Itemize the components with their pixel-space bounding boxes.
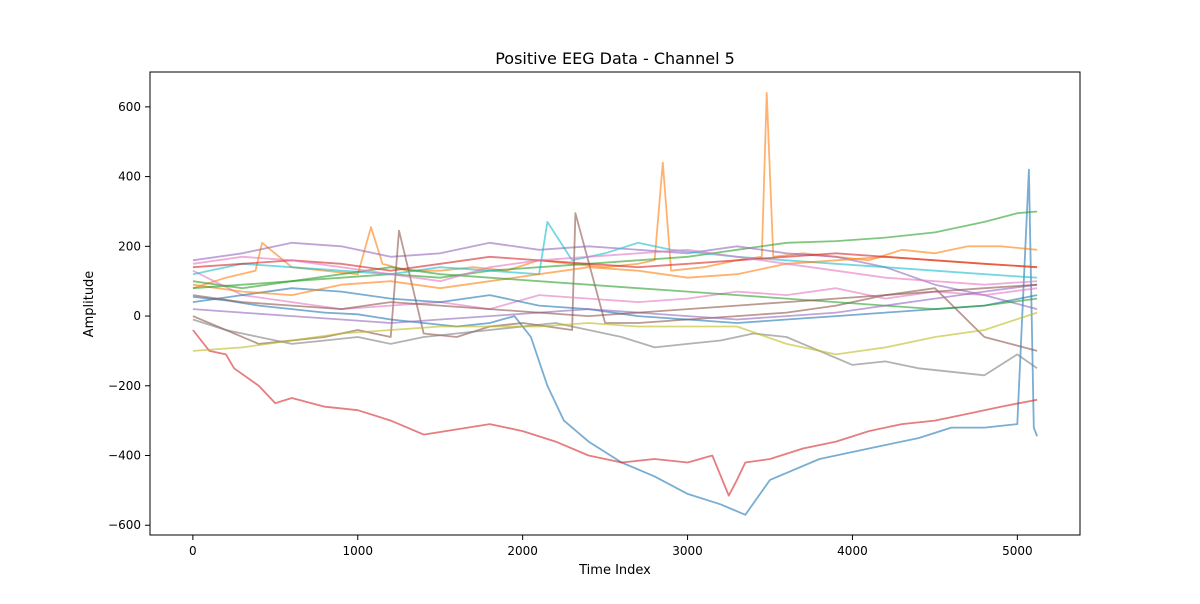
y-tick-label: 600 (118, 100, 141, 114)
x-tick-label: 0 (189, 544, 197, 558)
y-axis-label: Amplitude (82, 271, 97, 338)
series-layer (192, 92, 1038, 516)
plot-frame (149, 71, 1081, 536)
series-line-3 (192, 210, 1038, 290)
x-axis-label: Time Index (578, 563, 651, 578)
y-tick-label: 400 (118, 170, 141, 184)
y-tick-label: 0 (133, 309, 141, 323)
y-tick-label: −200 (108, 379, 141, 393)
series-line-15 (192, 283, 1038, 324)
series-line-14 (192, 252, 1038, 272)
x-tick-label: 5000 (1002, 544, 1033, 558)
x-axis-ticks: 0 1000 2000 3000 4000 5000 (189, 535, 1033, 558)
series-line-8 (192, 318, 1038, 377)
x-tick-label: 2000 (507, 544, 538, 558)
series-line-11 (192, 287, 1038, 324)
series-line-4 (192, 329, 1038, 497)
y-tick-label: 200 (118, 239, 141, 253)
y-axis-ticks: −600 −400 −200 0 200 400 600 (108, 100, 150, 532)
y-tick-label: −400 (108, 449, 141, 463)
series-line-16 (192, 283, 1038, 318)
x-tick-label: 3000 (672, 544, 703, 558)
series-line-13 (192, 266, 1038, 311)
x-tick-label: 1000 (342, 544, 373, 558)
x-tick-label: 4000 (837, 544, 868, 558)
y-tick-label: −600 (108, 518, 141, 532)
series-line-1 (192, 168, 1038, 516)
series-line-17 (192, 248, 1038, 286)
series-line-9 (192, 311, 1038, 356)
chart-title: Positive EEG Data - Channel 5 (495, 49, 735, 68)
series-line-5 (192, 241, 1038, 310)
